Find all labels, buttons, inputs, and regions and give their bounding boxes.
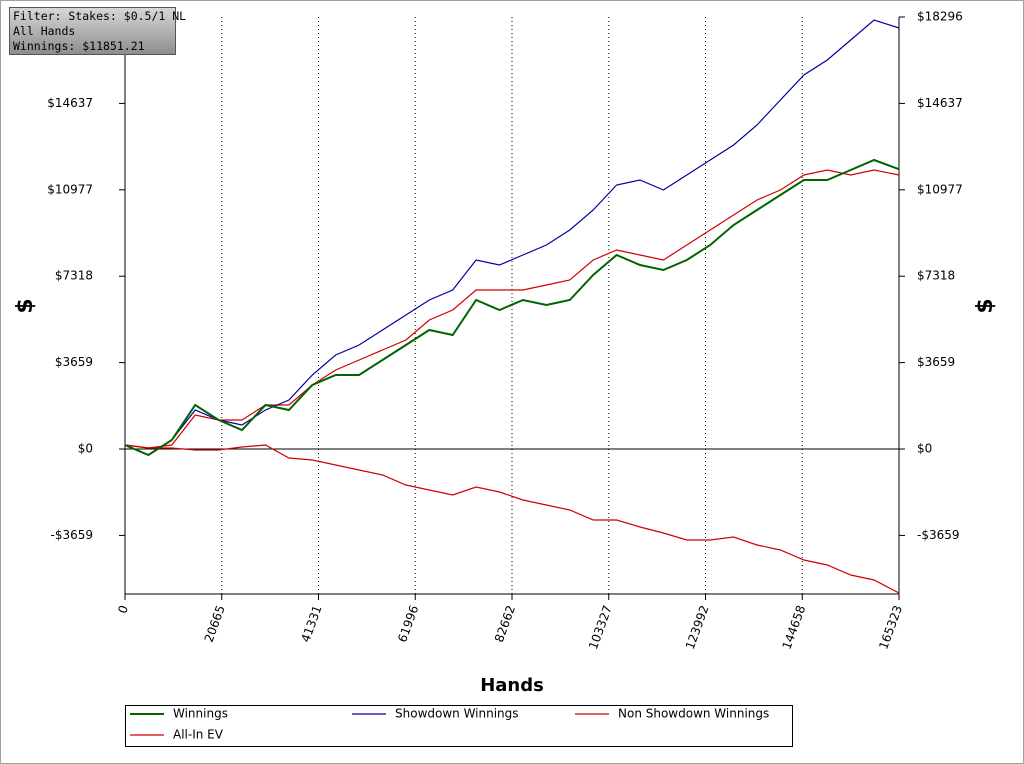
y-tick-label: $10977 — [47, 182, 93, 196]
y-axis-title: $ — [13, 298, 38, 313]
series-line — [124, 444, 900, 594]
y-tick-label: $0 — [78, 442, 93, 456]
info-box-bg — [9, 7, 176, 55]
info-line: All Hands — [13, 24, 75, 38]
series-line — [124, 158, 900, 457]
y2-tick-label: $18296 — [917, 10, 963, 24]
y2-tick-label: $0 — [917, 442, 932, 456]
legend-label: Non Showdown Winnings — [618, 707, 769, 721]
legend-label: Showdown Winnings — [395, 707, 519, 721]
y2-axis-title: $ — [973, 298, 998, 313]
y-tick-label: $14637 — [47, 96, 93, 110]
y2-tick-label: $10977 — [917, 182, 963, 196]
y-tick-label: $7318 — [55, 269, 93, 283]
series-line — [124, 169, 900, 449]
x-axis-title: Hands — [480, 675, 544, 696]
y-tick-label: -$3659 — [50, 528, 93, 542]
y-tick-label: $3659 — [55, 355, 93, 369]
info-line: Filter: Stakes: $0.5/1 NL — [13, 9, 186, 23]
info-box: Filter: Stakes: $0.5/1 NL All Hands Winn… — [9, 7, 186, 55]
legend-box — [125, 705, 793, 747]
y2-tick-label: $7318 — [917, 269, 955, 283]
x-tick-label: 0 — [115, 603, 131, 615]
y2-tick-label: $3659 — [917, 355, 955, 369]
y2-tick-label: -$3659 — [917, 528, 960, 542]
y2-tick-label: $14637 — [917, 96, 963, 110]
legend-label: All-In EV — [173, 728, 224, 742]
info-line: Winnings: $11851.21 — [13, 39, 145, 53]
legend-label: Winnings — [173, 707, 228, 721]
